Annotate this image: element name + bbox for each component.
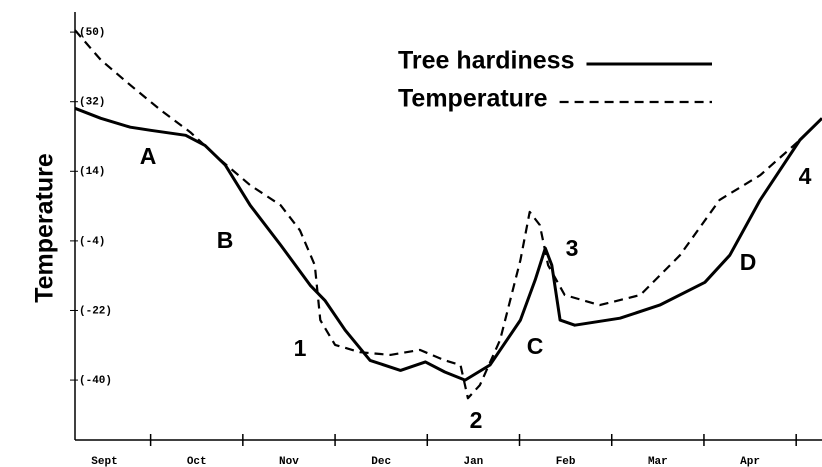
annotation: D xyxy=(740,249,757,275)
annotation: C xyxy=(527,333,544,359)
x-tick-label: Nov xyxy=(279,456,299,467)
x-tick-label: Dec xyxy=(371,456,391,467)
x-tick-label: Feb xyxy=(556,456,576,467)
annotation: 4 xyxy=(799,163,812,189)
annotation: 1 xyxy=(294,335,307,361)
x-tick-label: Oct xyxy=(187,456,207,467)
series-line xyxy=(74,106,822,382)
x-tick-label: Sept xyxy=(91,456,117,467)
y-tick-label: (32) xyxy=(79,97,105,109)
series-line xyxy=(74,29,822,400)
y-tick-label: (-22) xyxy=(79,305,112,317)
y-tick-label: (50) xyxy=(79,27,105,39)
x-tick-label: Mar xyxy=(648,456,668,467)
y-tick-label: (14) xyxy=(79,166,105,178)
y-tick-label: (-4) xyxy=(79,236,105,248)
legend-label: Tree hardiness xyxy=(398,47,574,75)
y-axis-label: Temperature xyxy=(31,153,59,303)
annotation: B xyxy=(217,227,234,253)
annotation: A xyxy=(140,143,157,169)
annotation: 2 xyxy=(470,407,483,433)
annotation: 3 xyxy=(566,235,579,261)
y-tick-label: (-40) xyxy=(79,375,112,387)
x-tick-label: Apr xyxy=(740,456,760,467)
x-tick-label: Jan xyxy=(463,456,483,467)
legend-label: Temperature xyxy=(398,85,548,113)
